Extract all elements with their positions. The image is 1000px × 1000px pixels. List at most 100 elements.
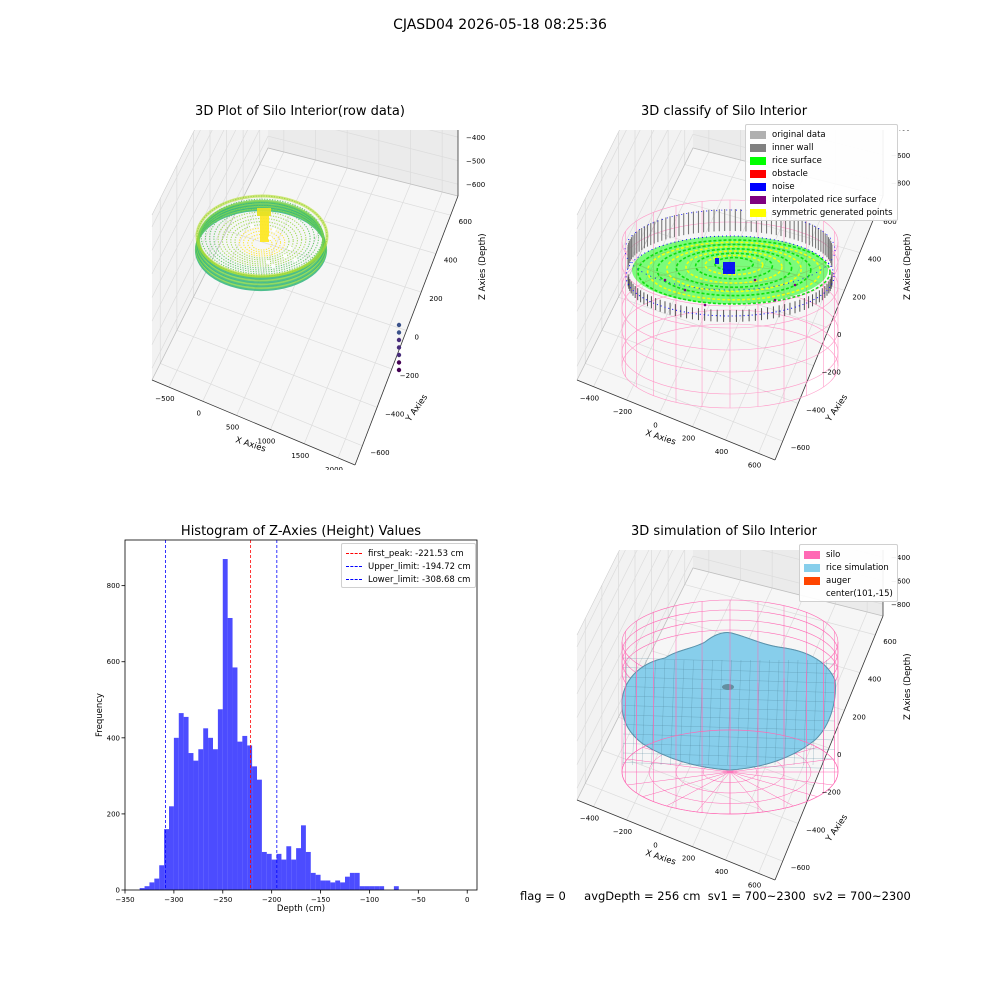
panel2-legend: original data inner wall rice surface obsta… — [745, 124, 898, 221]
panel2-legend-entry: interpolated rice surface — [750, 193, 893, 206]
histogram-bar — [222, 559, 228, 890]
panel4-y-tick: 600 — [883, 638, 896, 646]
panel2-legend-entry: noise — [750, 180, 893, 193]
figure-title: CJASD04 2026-05-18 08:25:36 — [393, 17, 607, 33]
panel2-x-tick: −400 — [580, 395, 599, 403]
panel4-ylabel: Y Axies — [824, 812, 851, 844]
histogram-y-tick: 200 — [107, 810, 120, 818]
panel4-x-tick: 0 — [653, 841, 657, 849]
legend-line-swatch — [346, 579, 362, 580]
histogram-bar — [227, 617, 233, 890]
legend-label: inner wall — [772, 142, 814, 153]
histogram-bar — [325, 880, 331, 890]
histogram-frame — [124, 539, 478, 891]
panel1-x-tick: −500 — [155, 395, 174, 403]
legend-label: original data — [772, 129, 826, 140]
histogram-y-tick: 0 — [116, 887, 120, 895]
histogram-legend-entry: first_peak: -221.53 cm — [346, 547, 471, 560]
histogram-bar — [301, 825, 306, 890]
histogram-bar — [188, 753, 194, 890]
panel4-legend-entry: rice simulation — [804, 561, 893, 574]
panel1-y-tick: 600 — [459, 218, 472, 226]
legend-label: interpolated rice surface — [772, 194, 877, 205]
histogram-bar — [315, 874, 321, 890]
histogram-bar — [159, 865, 165, 890]
histogram-x-tick: −350 — [115, 896, 134, 904]
panel1-y-tick: 400 — [444, 257, 457, 265]
panel4-zlabel: Z Axies (Depth) — [903, 653, 913, 720]
panel1-title: 3D Plot of Silo Interior(row data) — [195, 104, 405, 119]
histogram-bar — [203, 728, 209, 890]
panel2-x-tick: 200 — [682, 435, 695, 443]
histogram-bar — [217, 709, 223, 890]
legend-label: rice simulation — [826, 562, 889, 573]
avg-depth-value: avgDepth = 256 cm — [584, 889, 701, 903]
sv1-value: sv1 = 700~2300 — [707, 889, 806, 903]
panel4-y-tick: 0 — [837, 751, 841, 759]
panel2-x-tick: −200 — [613, 408, 632, 416]
histogram-bar — [374, 886, 380, 890]
panel4-y-tick: −600 — [791, 864, 810, 872]
histogram-bar — [154, 878, 160, 890]
histogram-bar — [198, 749, 204, 890]
histogram-bar — [252, 766, 257, 890]
legend-swatch — [804, 550, 820, 559]
panel1-x-tick: 0 — [197, 409, 201, 417]
histogram-bar — [149, 882, 155, 890]
panel4-y-tick: 400 — [868, 676, 881, 684]
histogram-bar — [208, 737, 213, 890]
panel4-x-tick: −400 — [580, 815, 599, 823]
histogram-bar — [320, 880, 326, 890]
histogram-legend-entry: Lower_limit: -308.68 cm — [346, 573, 471, 586]
panel1-ylabel: Y Axies — [404, 392, 431, 424]
legend-label: silo — [826, 549, 841, 560]
panel4-x-tick: −200 — [613, 828, 632, 836]
legend-label: auger — [826, 575, 851, 586]
panel4-x-tick: 200 — [682, 855, 695, 863]
histogram-bar — [330, 882, 336, 890]
histogram-bar — [276, 853, 282, 890]
histogram-bar — [340, 882, 345, 890]
histogram-bar — [349, 872, 355, 890]
histogram-bar — [354, 872, 360, 890]
histogram-legend: first_peak: -221.53 cm Upper_limit: -194.… — [341, 543, 476, 588]
panel4-xlabel: X Axies — [644, 848, 677, 867]
legend-label: Lower_limit: -308.68 cm — [368, 574, 471, 585]
panel2-x-tick: 0 — [653, 421, 657, 429]
histogram-x-tick: −150 — [311, 896, 330, 904]
legend-swatch — [804, 563, 820, 572]
histogram-x-tick: −100 — [360, 896, 379, 904]
histogram-bar — [364, 886, 370, 890]
histogram-bar — [266, 853, 272, 890]
panel1-x-tick: 2000 — [325, 466, 343, 470]
histogram-bar — [242, 735, 248, 890]
panel2-y-tick: −600 — [791, 444, 810, 452]
panel2-legend-entry: symmetric generated points — [750, 206, 893, 219]
panel2-z-tick: −800 — [891, 179, 910, 187]
panel1-x-tick: 1500 — [291, 452, 309, 460]
histogram-x-tick: −300 — [164, 896, 183, 904]
legend-label: symmetric generated points — [772, 207, 893, 218]
panel1-y-tick: 200 — [429, 295, 442, 303]
histogram-bar — [144, 886, 150, 890]
legend-swatch — [750, 169, 766, 178]
panel4-z-tick: −400 — [891, 554, 910, 562]
histogram-y-tick: 600 — [107, 658, 120, 666]
histogram-bar — [310, 872, 316, 890]
flag-value: flag = 0 — [520, 889, 566, 903]
panel2-xlabel: X Axies — [644, 428, 677, 447]
panel4-x-tick: 600 — [748, 881, 761, 889]
histogram-bar — [257, 779, 262, 890]
histogram-bar — [139, 888, 145, 890]
panel4-y-tick: −400 — [806, 826, 825, 834]
panel1-z-tick: −600 — [466, 181, 485, 189]
histogram-bar — [169, 806, 174, 890]
panel3-title: Histogram of Z-Axies (Height) Values — [180, 524, 422, 539]
legend-label: Upper_limit: -194.72 cm — [368, 561, 471, 572]
histogram-bar — [173, 737, 179, 890]
legend-line-swatch — [346, 566, 362, 567]
panel1-x-tick: 500 — [226, 423, 239, 431]
panel2-legend-entry: obstacle — [750, 167, 893, 180]
histogram-bar — [379, 886, 385, 890]
legend-swatch — [750, 156, 766, 165]
